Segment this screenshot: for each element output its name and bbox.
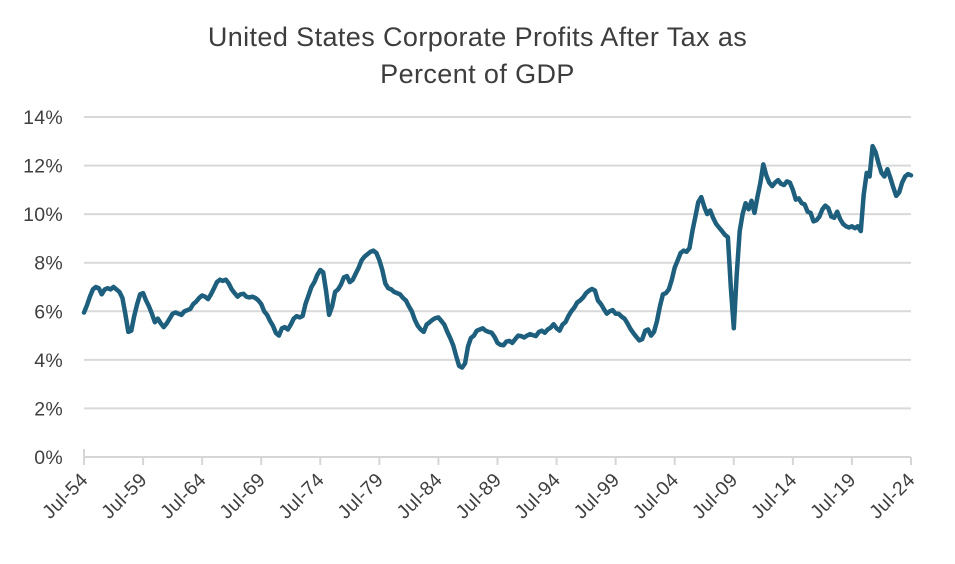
x-axis-tick-label: Jul-74 (274, 469, 328, 523)
x-axis-tick-label: Jul-69 (215, 469, 269, 523)
x-axis-tick-label: Jul-59 (97, 469, 151, 523)
x-axis-tick-label: Jul-64 (156, 469, 210, 523)
y-axis-tick-label: 0% (34, 447, 63, 469)
profits-line-series (81, 143, 914, 370)
y-axis-tick-label: 12% (23, 156, 63, 178)
x-axis-tick-label: Jul-04 (629, 469, 683, 523)
x-axis-tick-label: Jul-84 (393, 469, 447, 523)
x-axis-tick-label: Jul-79 (334, 469, 388, 523)
x-axis-tick-label: Jul-54 (38, 469, 92, 523)
x-axis-tick-label: Jul-99 (570, 469, 624, 523)
x-axis-tick-label: Jul-09 (688, 469, 742, 523)
x-axis-tick-label: Jul-89 (452, 469, 506, 523)
x-axis-tick-label: Jul-94 (511, 469, 565, 523)
y-axis-tick-label: 6% (34, 301, 63, 323)
chart-title-line-1: United States Corporate Profits After Ta… (207, 22, 748, 52)
x-axis-tick-label: Jul-14 (747, 469, 801, 523)
y-axis-tick-label: 8% (34, 253, 63, 275)
y-axis-tick-label: 14% (23, 107, 63, 129)
x-axis-tick-label: Jul-19 (806, 469, 860, 523)
x-axis-tick-label: Jul-24 (865, 469, 919, 523)
page-title: United States Corporate Profits After Ta… (0, 19, 955, 93)
chart-title-line-2: Percent of GDP (380, 59, 575, 89)
y-axis-tick-label: 10% (23, 204, 63, 226)
y-axis-tick-label: 4% (34, 350, 63, 372)
y-axis-tick-label: 2% (34, 398, 63, 420)
